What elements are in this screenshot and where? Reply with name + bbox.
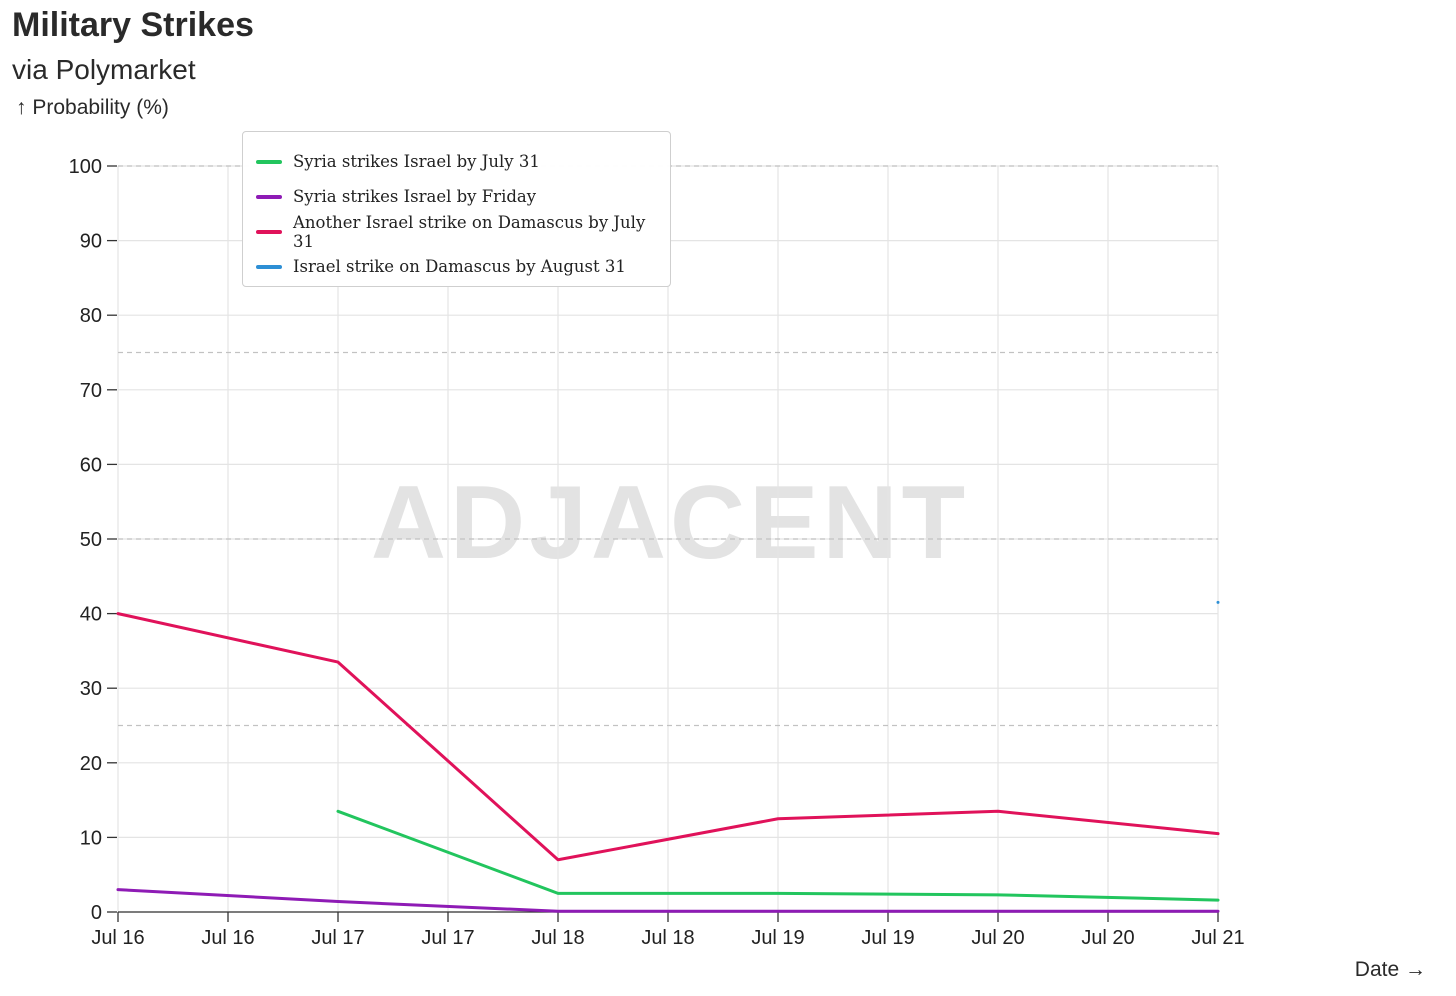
x-tick-label: Jul 18: [531, 927, 584, 949]
x-tick-label: Jul 17: [311, 927, 364, 949]
y-tick-label: 30: [80, 678, 102, 700]
y-tick-label: 70: [80, 380, 102, 402]
chart-subtitle: via Polymarket: [12, 54, 196, 85]
series-1: [336, 809, 1220, 902]
x-tick-label: Jul 21: [1191, 927, 1244, 949]
y-tick-label: 50: [80, 529, 102, 551]
legend-swatch: [256, 194, 282, 199]
x-tick-label: Jul 20: [1081, 927, 1134, 949]
series-line: [116, 612, 1220, 862]
x-tick-label: Jul 20: [971, 927, 1024, 949]
x-tick-label: Jul 16: [91, 927, 144, 949]
series-2: [116, 888, 1220, 913]
y-tick-label: 60: [80, 454, 102, 476]
legend-swatch: [256, 264, 282, 269]
legend-label: Another Israel strike on Damascus by Jul…: [293, 212, 646, 251]
y-axis-label: ↑ Probability (%): [16, 96, 169, 119]
x-tick-label: Jul 17: [421, 927, 474, 949]
x-tick-label: Jul 19: [751, 927, 804, 949]
chart-legend: Syria strikes Israel by July 31 Syria str…: [242, 131, 671, 287]
legend-label: Israel strike on Damascus by August 31: [293, 257, 626, 276]
legend-swatch: [256, 159, 282, 164]
legend-item: Syria strikes Israel by July 31: [243, 144, 670, 179]
x-tick-label: Jul 18: [641, 927, 694, 949]
legend-label: Syria strikes Israel by July 31: [293, 152, 540, 171]
x-tick-label: Jul 19: [861, 927, 914, 949]
watermark-text: ADJACENT: [371, 465, 969, 581]
y-tick-label: 80: [80, 305, 102, 327]
series-4: [1216, 600, 1220, 604]
y-tick-label: 10: [80, 827, 102, 849]
series-line: [116, 888, 1220, 913]
data-point: [1216, 600, 1220, 604]
legend-item: Israel strike on Damascus by August 31: [243, 249, 670, 284]
legend-item: Another Israel strike on Damascus by Jul…: [243, 212, 670, 251]
y-tick-label: 90: [80, 231, 102, 253]
y-tick-label: 40: [80, 604, 102, 626]
legend-label: Syria strikes Israel by Friday: [293, 187, 537, 206]
chart-title: Military Strikes: [12, 6, 254, 44]
y-tick-label: 20: [80, 753, 102, 775]
series-3: [116, 612, 1220, 862]
x-axis-label: Date →: [1354, 958, 1426, 981]
legend-swatch: [256, 229, 282, 234]
y-tick-label: 0: [91, 902, 102, 924]
x-tick-label: Jul 16: [201, 927, 254, 949]
legend-item: Syria strikes Israel by Friday: [243, 179, 670, 214]
y-tick-label: 100: [69, 156, 102, 178]
